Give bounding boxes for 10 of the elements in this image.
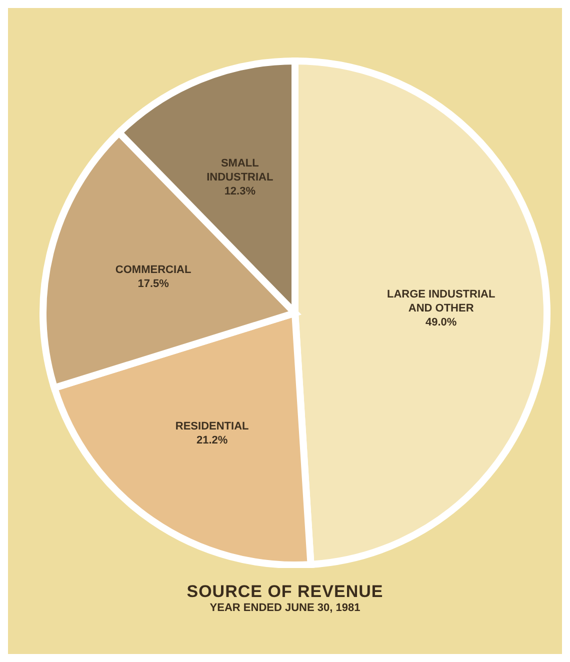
- data-label: 21.2%: [196, 434, 228, 446]
- data-label: 17.5%: [138, 278, 170, 290]
- slice-label: LARGE INDUSTRIAL AND OTHER: [387, 288, 496, 314]
- data-label: 49.0%: [425, 316, 457, 328]
- text: YEAR ENDED JUNE 30, 1981: [208, 602, 362, 614]
- data-label: 12.3%: [224, 186, 256, 198]
- slice-label: SMALL INDUSTRIAL: [206, 158, 274, 184]
- slice-label: RESIDENTIAL: [175, 420, 250, 432]
- slice-label: COMMERCIAL: [115, 264, 192, 276]
- text: SOURCE OF REVENUE: [186, 582, 384, 602]
